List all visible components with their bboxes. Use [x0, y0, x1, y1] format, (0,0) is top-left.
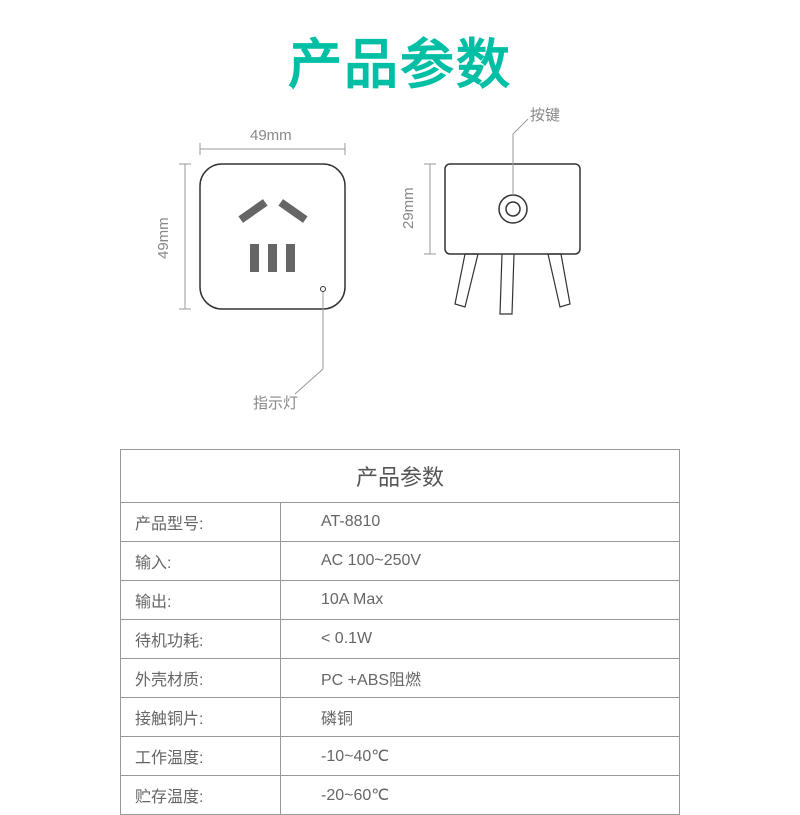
spec-value: -10~40℃	[281, 737, 680, 776]
spec-label: 贮存温度:	[121, 776, 281, 815]
spec-value: < 0.1W	[281, 620, 680, 659]
page-title: 产品参数	[0, 0, 800, 99]
spec-value: AT-8810	[281, 503, 680, 542]
spec-label: 接触铜片:	[121, 698, 281, 737]
spec-label: 外壳材质:	[121, 659, 281, 698]
product-diagrams	[0, 99, 800, 449]
spec-value: AC 100~250V	[281, 542, 680, 581]
button-callout-label: 按键	[530, 104, 560, 125]
spec-label: 输入:	[121, 542, 281, 581]
spec-value: PC +ABS阻燃	[281, 659, 680, 698]
spec-value: -20~60℃	[281, 776, 680, 815]
front-width-label: 49mm	[250, 127, 292, 144]
diagram-area: 49mm 49mm 29mm 按键 指示灯	[0, 99, 800, 449]
spec-label: 产品型号:	[121, 503, 281, 542]
spec-label: 输出:	[121, 581, 281, 620]
spec-table-body: 产品型号: AT-8810 输入: AC 100~250V 输出: 10A Ma…	[121, 503, 680, 815]
spec-label: 工作温度:	[121, 737, 281, 776]
indicator-callout-label: 指示灯	[253, 392, 298, 413]
spec-label: 待机功耗:	[121, 620, 281, 659]
spec-value: 10A Max	[281, 581, 680, 620]
front-height-label: 49mm	[155, 217, 172, 259]
spec-table-header: 产品参数	[121, 450, 680, 503]
side-height-label: 29mm	[400, 187, 417, 229]
spec-value: 磷铜	[281, 698, 680, 737]
spec-table: 产品参数 产品型号: AT-8810 输入: AC 100~250V 输出: 1…	[120, 449, 680, 815]
